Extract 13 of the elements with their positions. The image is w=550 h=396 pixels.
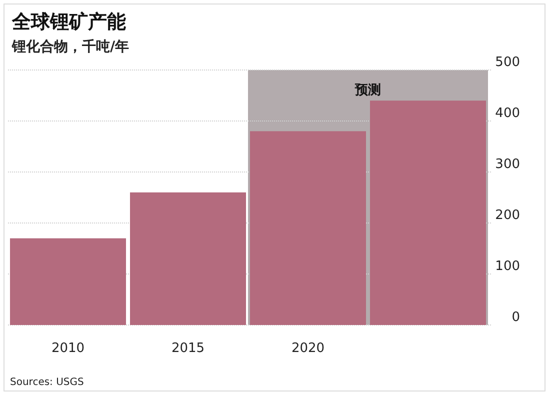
y-tick-label: 0 xyxy=(512,310,520,325)
x-tick-label: 2020 xyxy=(291,341,325,356)
y-tick-label: 100 xyxy=(495,259,520,274)
x-tick-label: 2010 xyxy=(51,341,85,356)
source-note: Sources: USGS xyxy=(10,377,84,388)
y-tick-label: 300 xyxy=(495,157,520,172)
y-tick-label: 400 xyxy=(495,106,520,121)
chart-subtitle: 锂化合物，千吨/年 xyxy=(11,38,130,55)
chart-title: 全球锂矿产能 xyxy=(11,11,126,33)
x-tick-label: 2015 xyxy=(171,341,205,356)
band-label: 预测 xyxy=(354,83,381,98)
y-tick-label: 500 xyxy=(495,55,520,70)
y-tick-label: 200 xyxy=(495,208,520,223)
